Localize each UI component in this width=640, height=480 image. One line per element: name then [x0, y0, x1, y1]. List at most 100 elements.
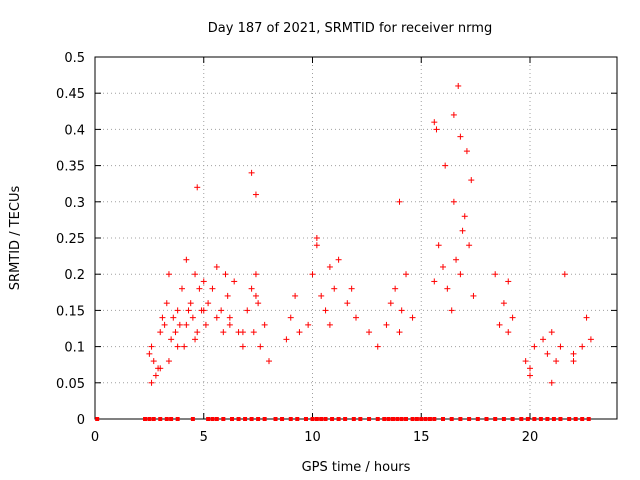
- data-point: [305, 321, 312, 328]
- y-tick-label: 0.15: [56, 304, 85, 319]
- data-point: [152, 372, 159, 379]
- x-tick-label: 15: [413, 430, 430, 445]
- data-point: [442, 162, 449, 169]
- data-point: [205, 300, 212, 307]
- data-point: [192, 271, 199, 278]
- data-point: [392, 285, 399, 292]
- data-point: [159, 314, 166, 321]
- data-point: [168, 336, 175, 343]
- data-point: [283, 336, 290, 343]
- data-point: [396, 198, 403, 205]
- data-point: [444, 285, 451, 292]
- data-point: [194, 184, 201, 191]
- data-point: [220, 329, 227, 336]
- data-point: [174, 343, 181, 350]
- y-axis-label: SRMTID / TECUs: [8, 186, 23, 291]
- data-point: [527, 365, 533, 372]
- data-point: [170, 314, 177, 321]
- data-point: [183, 321, 190, 328]
- data-point: [322, 307, 329, 314]
- y-tick-label: 0.25: [56, 232, 85, 247]
- data-point: [383, 321, 390, 328]
- data-point: [222, 271, 229, 278]
- data-point: [440, 263, 446, 270]
- data-point: [331, 285, 338, 292]
- data-point: [579, 343, 586, 350]
- data-point: [161, 321, 168, 328]
- data-point: [561, 271, 568, 278]
- data-point: [435, 242, 442, 249]
- data-point: [157, 329, 164, 336]
- y-tick-label: 0.05: [56, 377, 85, 392]
- data-point: [224, 292, 231, 299]
- y-tick-label: 0.3: [64, 196, 85, 211]
- data-point: [239, 343, 246, 350]
- data-point: [146, 350, 153, 357]
- data-point: [326, 321, 333, 328]
- data-point: [540, 336, 547, 343]
- data-point: [398, 307, 405, 314]
- data-point: [226, 314, 233, 321]
- data-point: [409, 314, 416, 321]
- x-tick-label: 10: [304, 430, 321, 445]
- data-point: [148, 343, 155, 350]
- data-point: [431, 119, 438, 126]
- data-point: [492, 271, 499, 278]
- data-point: [505, 329, 512, 336]
- data-point: [318, 292, 325, 299]
- data-point: [509, 314, 516, 321]
- data-point: [527, 372, 533, 379]
- data-point: [200, 307, 207, 314]
- data-point: [344, 300, 351, 307]
- tick-layer: 0 5 10 15 20 0 0.05 0.1 0.15 0.2 0.25 0.3 0.35 0.4 0.4…: [56, 51, 617, 445]
- data-point: [148, 379, 155, 386]
- data-point: [544, 350, 551, 357]
- y-tick-label: 0.35: [56, 160, 85, 175]
- data-point: [403, 271, 410, 278]
- data-point: [183, 256, 190, 263]
- data-point: [313, 242, 320, 249]
- data-point: [583, 314, 590, 321]
- data-point: [226, 321, 233, 328]
- chart-title: Day 187 of 2021, SRMTID for receiver nrm…: [208, 21, 492, 36]
- data-point: [248, 285, 255, 292]
- data-point: [202, 321, 209, 328]
- data-point: [239, 329, 246, 336]
- data-point: [187, 300, 194, 307]
- data-point: [326, 263, 333, 270]
- data-point: [463, 148, 470, 155]
- data-point: [557, 343, 564, 350]
- data-point: [192, 336, 199, 343]
- data-point: [174, 307, 181, 314]
- data-point: [453, 256, 460, 263]
- data-point: [570, 358, 577, 365]
- data-point: [450, 198, 457, 205]
- data-point: [353, 314, 359, 321]
- data-point: [185, 307, 192, 314]
- data-point: [257, 343, 264, 350]
- data-point: [466, 242, 473, 249]
- data-point: [261, 321, 268, 328]
- data-point: [455, 82, 462, 89]
- data-point: [553, 358, 560, 365]
- data-point: [179, 285, 185, 292]
- data-point: [374, 343, 381, 350]
- data-point: [165, 271, 172, 278]
- x-tick-label: 5: [200, 430, 208, 445]
- data-point: [196, 285, 203, 292]
- data-point: [448, 307, 455, 314]
- data-point: [252, 191, 259, 198]
- data-point: [470, 292, 477, 299]
- data-point: [255, 300, 262, 307]
- data-point: [450, 111, 457, 118]
- data-point: [313, 235, 320, 241]
- data-point: [396, 329, 403, 336]
- data-point: [468, 177, 475, 184]
- y-tick-label: 0.1: [64, 341, 85, 356]
- points-layer: [95, 82, 594, 421]
- y-tick-label: 0.4: [64, 123, 85, 138]
- data-point: [296, 329, 303, 336]
- data-point: [189, 314, 196, 321]
- data-point: [150, 358, 157, 365]
- data-point: [387, 300, 394, 307]
